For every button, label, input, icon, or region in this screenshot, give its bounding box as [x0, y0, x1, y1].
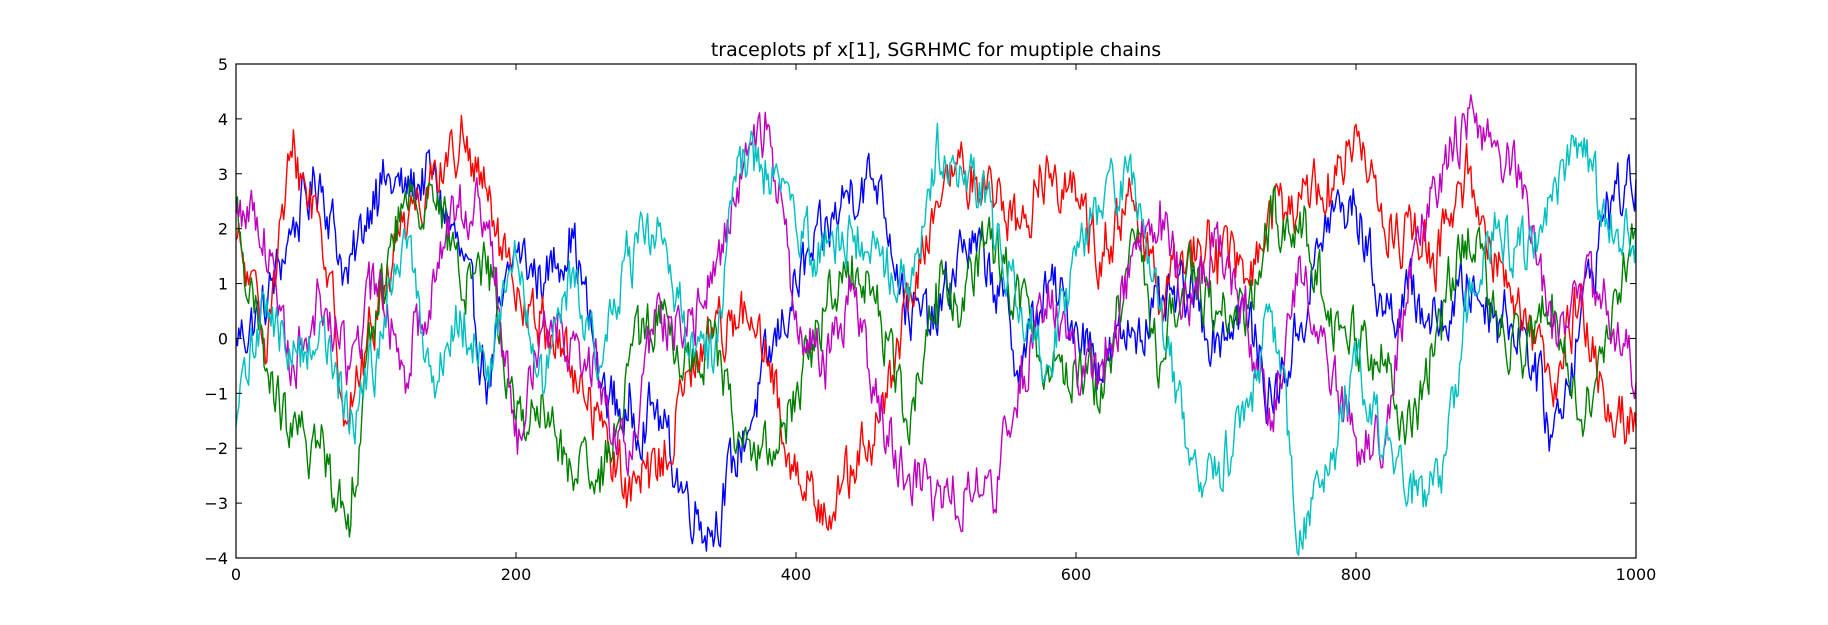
series-line [235, 114, 1637, 531]
x-tick-label: 400 [781, 565, 812, 584]
series-line [235, 179, 1637, 538]
x-tick-label: 200 [501, 565, 532, 584]
y-tick-label: 1 [218, 275, 228, 294]
y-tick-label: 5 [218, 55, 228, 74]
y-tick-label: 3 [218, 165, 228, 184]
x-tick-label: 800 [1341, 565, 1372, 584]
chart-title: traceplots pf x[1], SGRHMC for muptiple … [711, 39, 1161, 61]
x-tick-label: 0 [231, 565, 241, 584]
series-line [235, 94, 1637, 533]
y-tick-label: −3 [204, 494, 228, 513]
x-tick-label: 600 [1061, 565, 1092, 584]
axis-ticks: 0 200 400 600 800 1000 −4 −3 −2 −1 0 1 2 3 4 5 [204, 55, 1656, 584]
y-tick-label: −1 [204, 384, 228, 403]
y-tick-label: −2 [204, 439, 228, 458]
y-tick-label: 0 [218, 329, 228, 348]
y-tick-label: 2 [218, 220, 228, 239]
series-line [235, 122, 1637, 556]
y-tick-label: −4 [204, 549, 228, 568]
series-line [235, 149, 1637, 552]
y-tick-label: 4 [218, 110, 228, 129]
series-layer [235, 94, 1637, 556]
x-tick-label: 1000 [1616, 565, 1657, 584]
plot-frame [235, 63, 1637, 559]
